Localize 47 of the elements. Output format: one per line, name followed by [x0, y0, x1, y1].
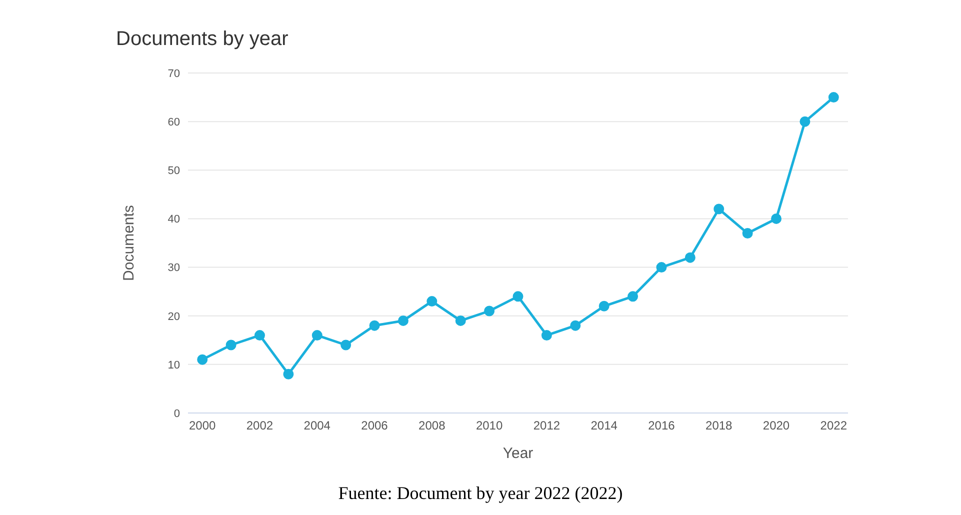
point — [254, 330, 265, 341]
y-tick-label: 10 — [168, 359, 180, 372]
chart-title: Documents by year — [116, 28, 288, 51]
point — [714, 204, 724, 214]
x-tick-label: 2008 — [418, 418, 446, 433]
point — [570, 320, 581, 331]
point — [598, 300, 610, 312]
point — [512, 291, 524, 302]
x-tick-label: 2022 — [820, 418, 848, 433]
point — [312, 330, 322, 341]
x-axis-title: Year — [502, 445, 534, 462]
point — [455, 315, 466, 326]
point — [283, 368, 294, 380]
point — [226, 340, 236, 350]
x-tick-label: 2000 — [188, 418, 216, 433]
point — [398, 315, 408, 326]
x-tick-label: 2018 — [706, 418, 733, 433]
x-tick-label: 2016 — [648, 418, 676, 433]
x-tick-label: 2004 — [304, 418, 331, 433]
point — [742, 228, 753, 239]
point — [828, 92, 839, 103]
x-tick-label: 2002 — [246, 418, 274, 433]
y-tick-label: 20 — [168, 310, 180, 323]
x-tick-label: 2014 — [590, 418, 618, 433]
point — [800, 116, 810, 127]
source-note: Fuente: Document by year 2022 (2022) — [337, 483, 624, 504]
point — [197, 354, 208, 365]
y-tick-label: 70 — [168, 68, 180, 80]
point — [628, 291, 638, 302]
x-tick-label: 2010 — [476, 418, 503, 433]
x-tick-label: 2006 — [361, 418, 388, 433]
point — [340, 340, 352, 350]
point — [369, 320, 380, 331]
y-axis-title: Documents — [120, 205, 138, 281]
point — [484, 306, 495, 316]
y-tick-label: 50 — [168, 165, 180, 178]
x-tick-label: 2012 — [533, 418, 560, 433]
point — [541, 330, 552, 341]
point — [656, 262, 667, 273]
point — [684, 252, 696, 263]
y-tick-label: 0 — [174, 408, 180, 420]
x-tick-label: 2020 — [762, 418, 790, 433]
y-tick-label: 40 — [168, 214, 180, 226]
point — [771, 213, 782, 224]
y-tick-label: 60 — [168, 116, 180, 128]
point — [426, 296, 438, 307]
y-tick-label: 30 — [168, 262, 180, 274]
